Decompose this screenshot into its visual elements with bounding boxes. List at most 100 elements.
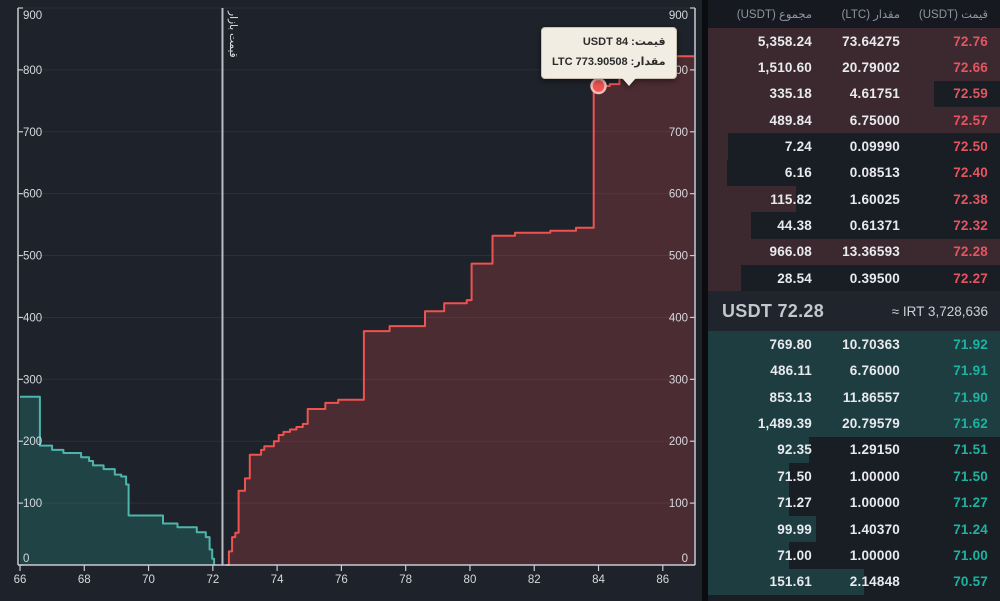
y-axis-label-right: 700	[669, 127, 688, 139]
orderbook-bid-row[interactable]: 71.27 1.00000 71.27	[708, 489, 1000, 516]
price-cell: 71.51	[953, 442, 988, 458]
orderbook-header: مجموع (USDT) مقدار (LTC) قیمت (USDT)	[708, 0, 1000, 28]
x-axis-label: 66	[14, 574, 27, 586]
price-cell: 72.66	[953, 60, 988, 76]
amount-cell: 1.00000	[849, 495, 900, 511]
ask-depth-bar	[708, 54, 1000, 81]
orderbook-ask-row[interactable]: 115.82 1.60025 72.38	[708, 186, 1000, 213]
chart-tooltip: قیمت: USDT 84 مقدار: LTC 773.90508	[541, 27, 677, 86]
ask-depth-bar	[708, 265, 741, 292]
y-axis-label-right: 400	[669, 312, 688, 324]
bid-depth-bar	[708, 515, 816, 543]
price-cell: 72.38	[953, 191, 988, 207]
y-axis-label-right: 200	[669, 436, 688, 448]
total-cell: 71.50	[777, 468, 812, 484]
x-axis-label: 80	[464, 574, 477, 586]
amount-cell: 11.86557	[842, 389, 900, 405]
bids-depth-area	[20, 396, 215, 565]
total-cell: 1,489.39	[757, 416, 812, 432]
x-axis-label: 74	[271, 574, 284, 586]
orderbook-ask-row[interactable]: 5,358.24 73.64275 72.76	[708, 28, 1000, 55]
ask-depth-bar	[708, 80, 935, 108]
amount-cell: 13.36593	[842, 244, 900, 260]
amount-cell: 0.61371	[849, 218, 900, 234]
orderbook-ask-row[interactable]: 7.24 0.09990 72.50	[708, 133, 1000, 160]
ask-depth-bar	[708, 238, 1000, 266]
x-axis-label: 70	[142, 574, 155, 586]
y-axis-label-left: 400	[23, 312, 42, 324]
price-cell: 72.28	[953, 244, 988, 260]
price-cell: 72.40	[953, 165, 988, 181]
total-cell: 769.80	[769, 337, 812, 353]
orderbook-ask-row[interactable]: 6.16 0.08513 72.40	[708, 159, 1000, 187]
orderbook-ask-row[interactable]: 489.84 6.75000 72.57	[708, 107, 1000, 134]
orderbook-ask-row[interactable]: 335.18 4.61751 72.59	[708, 80, 1000, 108]
price-cell: 71.24	[953, 521, 988, 537]
price-cell: 71.27	[953, 495, 988, 511]
x-axis-label: 78	[399, 574, 412, 586]
price-cell: 71.90	[953, 389, 988, 405]
x-axis-label: 84	[592, 574, 605, 586]
depth-chart-canvas[interactable]: 0 0 100 100 200 200 300 300 400 400 500 500 600 600 70…	[0, 0, 702, 601]
header-total: مجموع (USDT)	[736, 9, 812, 21]
y-axis-label-left: 700	[23, 127, 42, 139]
price-cell: 72.50	[953, 139, 988, 155]
amount-cell: 0.09990	[849, 139, 900, 155]
tooltip-amount-line: مقدار: LTC 773.90508	[552, 55, 666, 68]
orderbook-bid-row[interactable]: 71.00 1.00000 71.00	[708, 542, 1000, 569]
y-axis-label-left: 0	[23, 553, 29, 565]
bid-depth-bar	[708, 410, 1000, 437]
ask-depth-bar	[708, 212, 751, 239]
amount-cell: 0.08513	[849, 165, 900, 181]
depth-chart-panel[interactable]: 0 0 100 100 200 200 300 300 400 400 500 500 600 600 70…	[0, 0, 702, 601]
y-axis-label-right: 600	[669, 189, 688, 201]
orderbook-ask-row[interactable]: 1,510.60 20.79002 72.66	[708, 54, 1000, 81]
price-cell: 72.76	[953, 33, 988, 49]
orderbook-bid-row[interactable]: 71.50 1.00000 71.50	[708, 463, 1000, 490]
panel-divider	[702, 0, 708, 601]
y-axis-label-right: 100	[669, 498, 688, 510]
orderbook-bid-row[interactable]: 853.13 11.86557 71.90	[708, 384, 1000, 411]
orderbook-ask-row[interactable]: 966.08 13.36593 72.28	[708, 238, 1000, 266]
y-axis-label-right: 300	[669, 374, 688, 386]
orderbook-bid-row[interactable]: 99.99 1.40370 71.24	[708, 515, 1000, 543]
orderbook-bid-row[interactable]: 1,489.39 20.79579 71.62	[708, 410, 1000, 437]
orderbook-ask-row[interactable]: 28.54 0.39500 72.27	[708, 265, 1000, 292]
total-cell: 335.18	[769, 86, 812, 102]
bids-list: 769.80 10.70363 71.92 486.11 6.76000 71.91 853…	[708, 331, 1000, 595]
orderbook-bid-row[interactable]: 151.61 2.14848 70.57	[708, 568, 1000, 595]
price-cell: 71.00	[953, 547, 988, 563]
total-cell: 151.61	[769, 574, 812, 590]
total-cell: 6.16	[784, 165, 812, 181]
orderbook-bid-row[interactable]: 92.35 1.29150 71.51	[708, 436, 1000, 464]
price-cell: 71.50	[953, 468, 988, 484]
market-price-label: قیمت بازار	[227, 11, 239, 58]
approx-irt-value: ≈ IRT 3,728,636	[891, 303, 988, 319]
ask-depth-bar	[708, 28, 1000, 55]
y-axis-label-left: 200	[23, 436, 42, 448]
ask-depth-bar	[708, 107, 1000, 134]
tooltip-price-line: قیمت: USDT 84	[582, 36, 666, 48]
orderbook-panel: مجموع (USDT) مقدار (LTC) قیمت (USDT) 5,3…	[708, 0, 1000, 601]
asks-list: 5,358.24 73.64275 72.76 1,510.60 20.79002 72.…	[708, 28, 1000, 292]
orderbook-bid-row[interactable]: 769.80 10.70363 71.92	[708, 331, 1000, 358]
y-axis-label-right: 0	[682, 553, 688, 565]
amount-cell: 1.60025	[849, 191, 900, 207]
asks-depth-line	[226, 55, 694, 566]
total-cell: 489.84	[769, 112, 812, 128]
y-axis-label-left: 800	[23, 65, 42, 77]
price-cell: 72.27	[953, 270, 988, 286]
amount-cell: 1.00000	[849, 547, 900, 563]
total-cell: 115.82	[770, 191, 812, 207]
bid-depth-bar	[708, 568, 864, 595]
total-cell: 44.38	[777, 218, 812, 234]
bid-depth-bar	[708, 357, 1000, 385]
total-cell: 28.54	[777, 270, 812, 286]
total-cell: 1,510.60	[757, 60, 812, 76]
last-price-bar[interactable]: USDT 72.28 ≈ IRT 3,728,636	[708, 291, 1000, 332]
amount-cell: 10.70363	[842, 337, 900, 353]
orderbook-bid-row[interactable]: 486.11 6.76000 71.91	[708, 357, 1000, 385]
orderbook-ask-row[interactable]: 44.38 0.61371 72.32	[708, 212, 1000, 239]
amount-cell: 6.75000	[849, 112, 900, 128]
